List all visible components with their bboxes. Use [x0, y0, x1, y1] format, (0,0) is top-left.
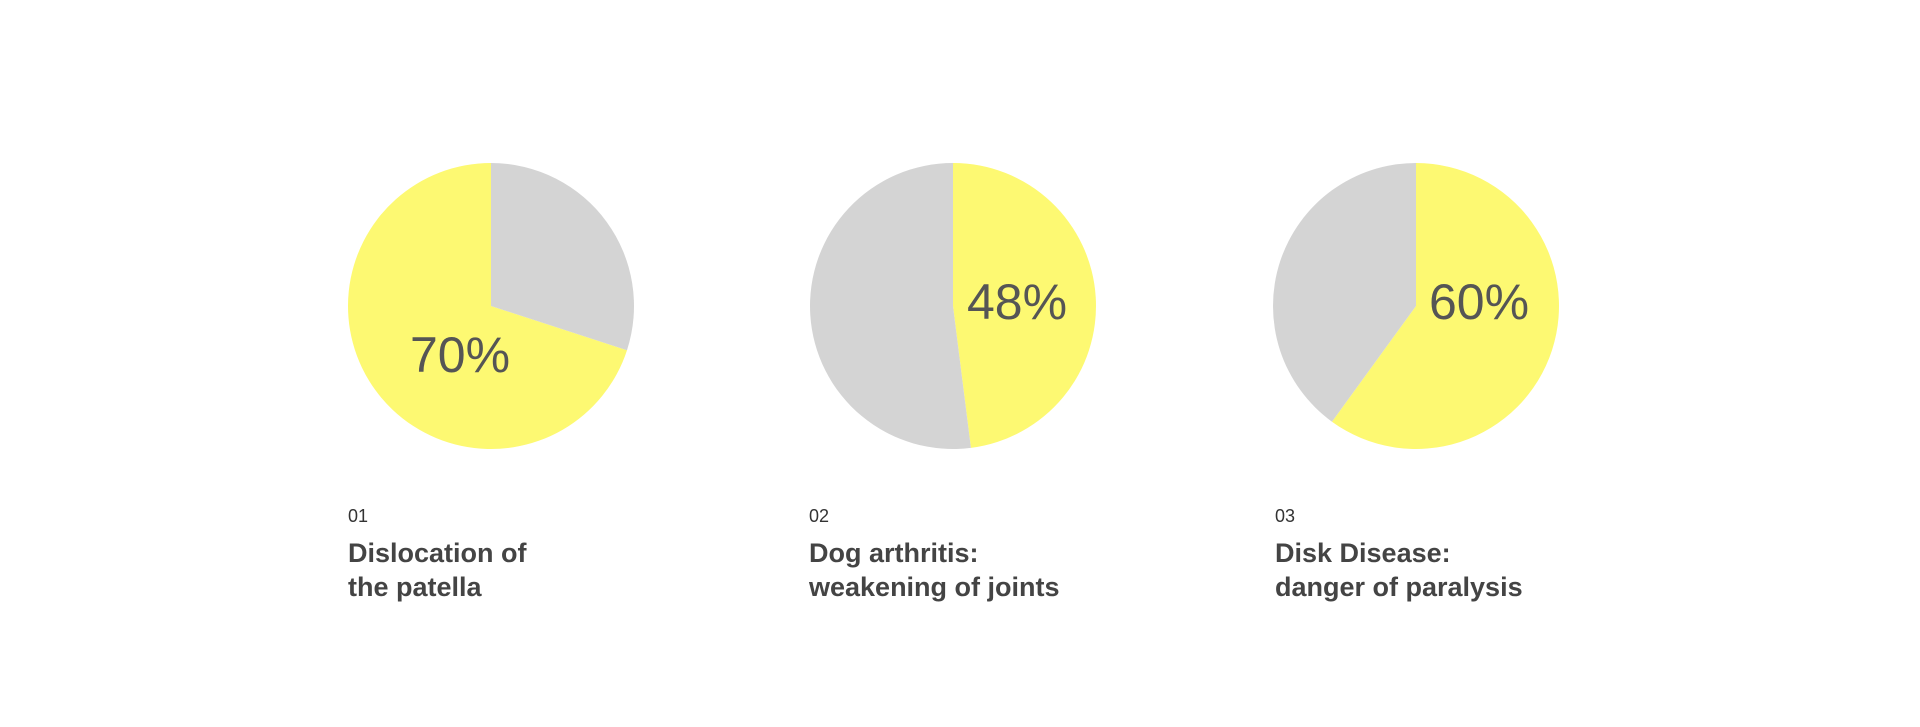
item-title: Disk Disease:: [1275, 538, 1451, 568]
pie-slice: [1273, 163, 1416, 422]
pie-slice: [953, 163, 1097, 448]
item-title: weakening of joints: [808, 572, 1060, 602]
item-number: 02: [809, 506, 829, 526]
pie-slice: [810, 163, 971, 449]
item-title: danger of paralysis: [1275, 572, 1523, 602]
item-number: 01: [348, 506, 368, 526]
item-title: Dog arthritis:: [809, 538, 979, 568]
item-number: 03: [1275, 506, 1295, 526]
value-label: 48%: [967, 274, 1067, 330]
value-label: 70%: [410, 327, 510, 383]
value-label: 60%: [1429, 274, 1529, 330]
pie-slice: [348, 163, 628, 449]
item-title: Dislocation of: [348, 538, 528, 568]
pie-slice: [491, 163, 634, 351]
item-title: the patella: [348, 572, 483, 602]
pie-slice: [1331, 163, 1559, 449]
